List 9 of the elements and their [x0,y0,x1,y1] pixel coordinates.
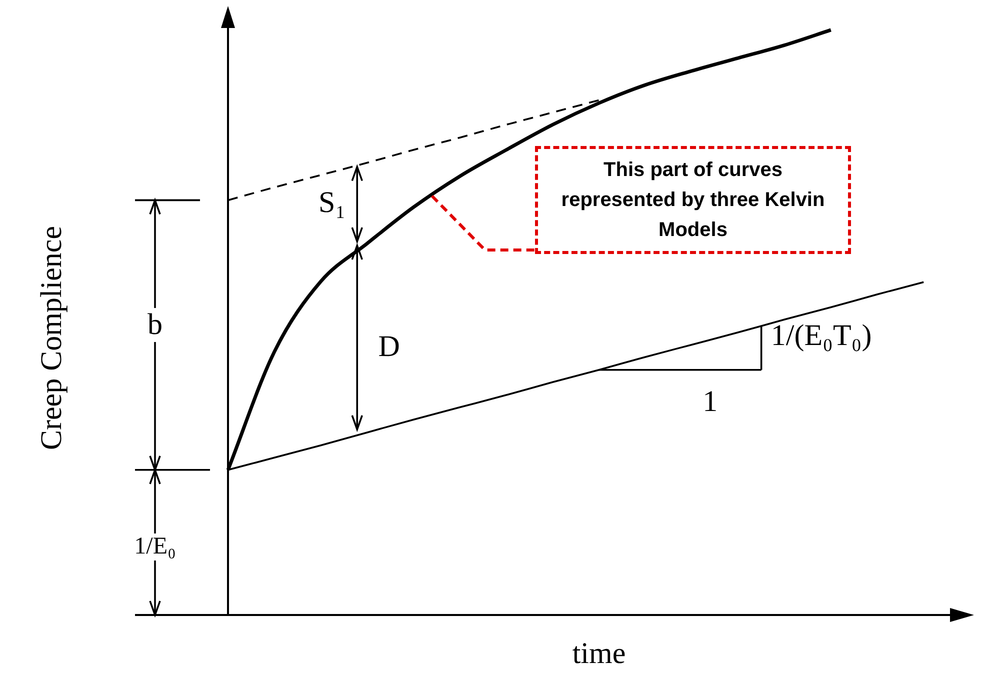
annotation: D [378,330,400,364]
y-axis-title: Creep Complience [35,225,69,450]
text: 1/E₀ [134,534,176,561]
annotation: 1/(E₀T₀) [770,318,872,353]
annotation: This part of curves represented by three Kelvin Models [535,146,851,254]
annotation: 1 [702,384,718,419]
x-axis-title: time [572,637,626,671]
text: b [148,308,162,342]
annotation: S₁ [318,186,346,220]
